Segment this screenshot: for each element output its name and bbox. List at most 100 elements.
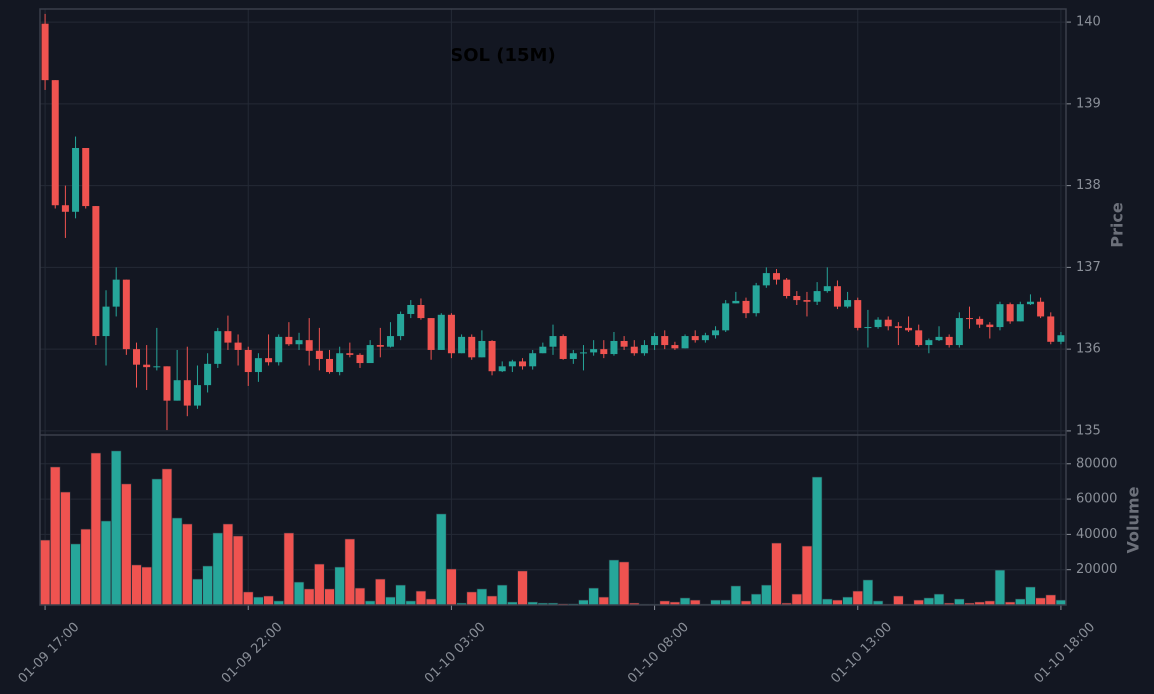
candle-body (854, 300, 862, 328)
candle-body (346, 353, 354, 355)
volume-bar (801, 545, 813, 606)
y-tick-label: 138 (1076, 178, 1101, 193)
volume-bar (486, 595, 498, 606)
candle-body (600, 349, 608, 355)
volume-bar (466, 591, 477, 606)
volume-bar (446, 568, 457, 606)
candle-body (610, 340, 618, 355)
x-tick-label: 01-10 08:00 (625, 620, 692, 687)
volume-tick-label: 60000 (1076, 492, 1117, 507)
candle-body (844, 300, 852, 307)
volume-bar (324, 588, 335, 606)
candle-body (122, 279, 130, 350)
y-axis-label: Price (1108, 202, 1127, 248)
candle-body (915, 330, 923, 346)
candle-body (569, 353, 577, 359)
candle-body (965, 318, 973, 320)
volume-bar (862, 579, 874, 606)
y-tick-label: 137 (1076, 260, 1101, 275)
volume-bar (1045, 594, 1056, 606)
candle-body (976, 318, 984, 325)
candle-body (793, 295, 801, 301)
volume-bar (243, 591, 254, 606)
volume-bar (293, 581, 305, 606)
candle-body (51, 80, 59, 206)
candle-body (458, 336, 466, 354)
volume-bar (222, 523, 234, 606)
candle-body (1037, 301, 1045, 317)
volume-bar (425, 598, 437, 606)
volume-bar (100, 520, 112, 606)
volume-bar (232, 535, 244, 606)
candle-body (833, 286, 841, 307)
volume-bar (60, 491, 71, 606)
candle-body (173, 380, 181, 401)
volume-bar (141, 566, 152, 606)
volume-bar (385, 596, 396, 606)
candle-body (41, 23, 49, 81)
volume-bar (588, 587, 599, 606)
candle-body (204, 363, 212, 386)
candle-body (905, 327, 913, 331)
candle-body (468, 336, 476, 358)
volume-bar (436, 513, 447, 606)
candle-body (133, 349, 141, 365)
candle-body (1057, 335, 1065, 342)
volume-bar (304, 588, 315, 606)
candle-body (1016, 304, 1024, 322)
volume-bar (344, 538, 356, 606)
candle-body (498, 366, 506, 372)
volume-bar (730, 585, 742, 606)
candle-body (366, 345, 374, 364)
volume-bar (375, 578, 386, 606)
candle-body (661, 336, 669, 346)
volume-bar (131, 564, 142, 606)
candle-body (651, 336, 659, 346)
candle-body (224, 331, 232, 343)
volume-bar (39, 539, 51, 606)
volume-bar (283, 532, 295, 606)
volume-bar (395, 584, 406, 606)
candle-body (549, 336, 557, 347)
candle-body (529, 353, 537, 367)
volume-bar (1035, 597, 1046, 606)
volume-bar (192, 578, 203, 606)
volume-bar (263, 595, 274, 606)
candle-body (691, 336, 699, 341)
candle-body (884, 319, 892, 327)
candle-body (579, 352, 587, 354)
volume-bar (314, 563, 325, 606)
candle-body (620, 340, 628, 347)
candle-body (183, 380, 191, 406)
volume-bar (822, 598, 833, 606)
candle-body (640, 345, 648, 354)
candle-body (996, 304, 1004, 328)
candle-body (488, 340, 496, 372)
candle-body (72, 148, 80, 212)
candle-body (254, 358, 262, 373)
volume-bar (182, 523, 193, 606)
volume-bar (476, 588, 488, 606)
candle-body (1047, 316, 1055, 342)
volume-bar (750, 593, 762, 606)
candle-body (803, 300, 811, 302)
candle-body (955, 318, 963, 346)
candle-body (701, 335, 709, 341)
candle-body (214, 331, 222, 364)
volume-bar (151, 478, 162, 606)
volume-bar (202, 565, 213, 606)
candle-body (772, 273, 780, 280)
candle-body (925, 340, 933, 346)
volume-bar (852, 590, 863, 606)
candle-body (864, 327, 872, 329)
candle-body (1006, 304, 1014, 322)
candle-body (894, 326, 902, 328)
candle-body (193, 385, 201, 406)
volume-bar (791, 593, 802, 606)
volume-bar (70, 543, 81, 606)
candle-body (407, 304, 415, 314)
candle-body (82, 148, 90, 207)
volume-bar (1025, 586, 1036, 606)
candle-body (92, 206, 100, 337)
